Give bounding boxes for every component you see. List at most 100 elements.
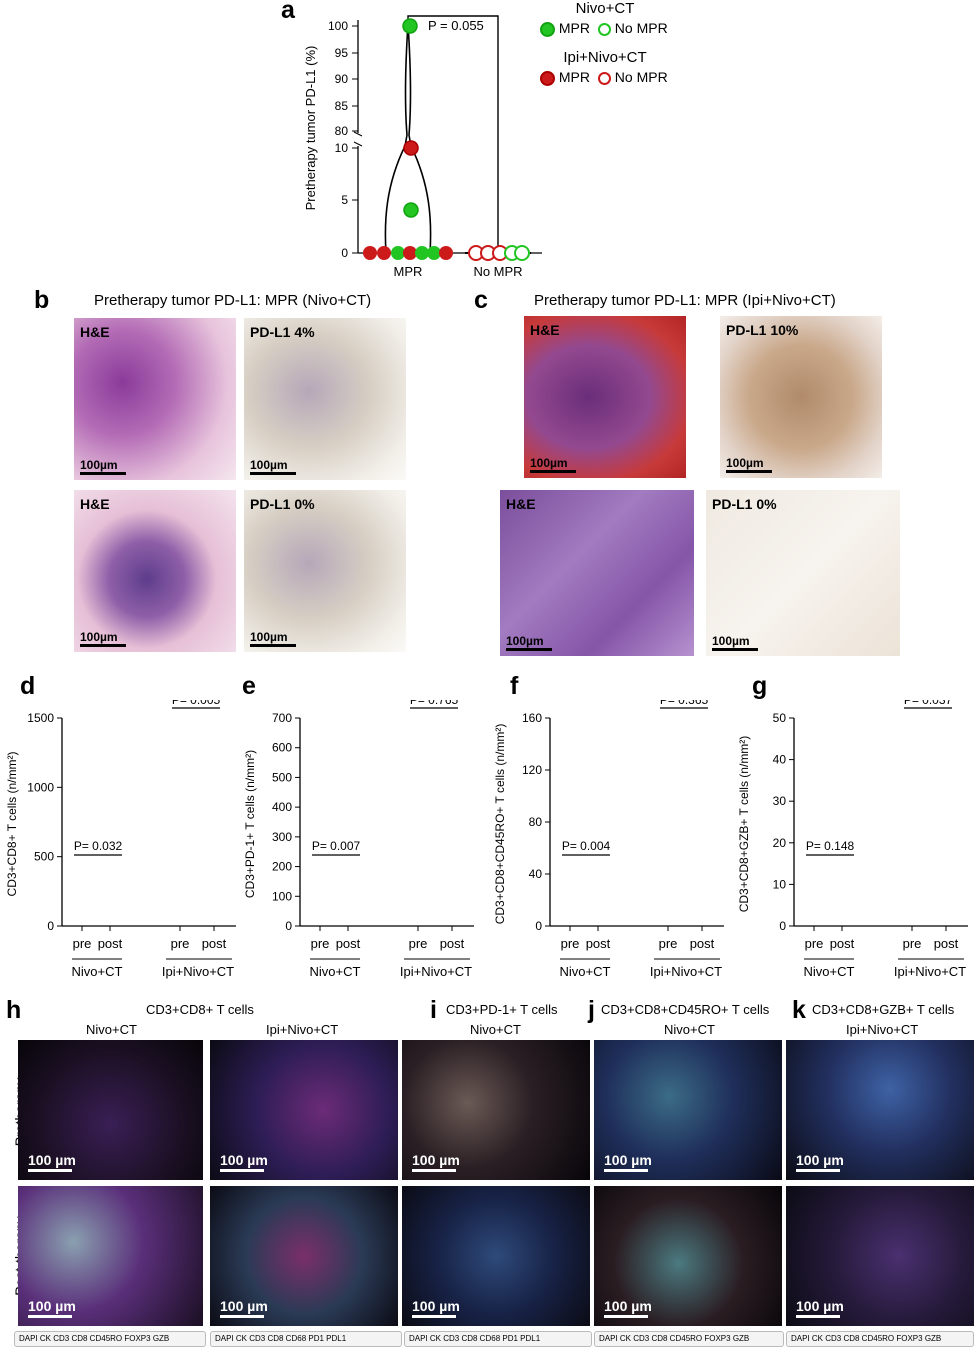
- panel-a-chart: 100 95 90 85 80 10 5 0 Pretherapy tumor …: [303, 15, 542, 279]
- x-tick-label: post: [586, 936, 611, 951]
- panel-label-e: e: [242, 672, 256, 700]
- a-ytick-85: 85: [335, 99, 349, 113]
- b-tile-label: H&E: [80, 324, 110, 340]
- fl-scale-label: 100 µm: [796, 1298, 844, 1314]
- panel-i-title: CD3+PD-1+ T cells: [446, 1002, 558, 1017]
- x-tick-label: post: [336, 936, 361, 951]
- fl-scale-label: 100 µm: [28, 1152, 76, 1168]
- x-tick-label: pre: [561, 936, 580, 951]
- fl-scale-label: 100 µm: [28, 1298, 76, 1314]
- scale-bar: [506, 648, 552, 651]
- x-tick-label: pre: [171, 936, 190, 951]
- x-tick-label: post: [830, 936, 855, 951]
- a-point: [391, 246, 405, 260]
- p-value-label: P= 0.365: [660, 700, 709, 707]
- scale-bar: [28, 1169, 72, 1172]
- scale-bar: [250, 644, 296, 647]
- panel-c-title: Pretherapy tumor PD-L1: MPR (Ipi+Nivo+CT…: [534, 292, 836, 309]
- panel-label-j: j: [588, 996, 595, 1024]
- b-he-tile-2: H&E 100µm: [74, 490, 236, 652]
- y-tick-label: 0: [535, 919, 542, 933]
- y-tick-label: 1500: [27, 711, 54, 725]
- x-tick-label: pre: [659, 936, 678, 951]
- fl-i-post: 100 µm: [402, 1186, 590, 1326]
- scale-bar: [28, 1315, 72, 1318]
- a-ytick-0: 0: [341, 246, 348, 260]
- x-tick-label: post: [202, 936, 227, 951]
- y-tick-label: 40: [529, 867, 543, 881]
- group-label: Ipi+Nivo+CT: [400, 964, 472, 979]
- y-tick-label: 700: [272, 711, 292, 725]
- panel-j-title: CD3+CD8+CD45RO+ T cells: [601, 1002, 770, 1017]
- scale-bar: [250, 472, 296, 475]
- legend-group2-nompr: No MPR: [614, 68, 668, 85]
- a-point: [377, 246, 391, 260]
- panel-k-title: CD3+CD8+GZB+ T cells: [812, 1002, 955, 1017]
- p-value-label: P= 0.037: [904, 700, 953, 707]
- panel-label-b: b: [34, 286, 50, 314]
- b-scale-label: 100µm: [80, 630, 118, 644]
- group-label: Ipi+Nivo+CT: [894, 964, 966, 979]
- fl-h2-pre: 100 µm: [210, 1040, 398, 1180]
- y-tick-label: 0: [779, 919, 786, 933]
- legend-group1-mpr: MPR: [558, 20, 591, 36]
- y-tick-label: 100: [272, 889, 292, 903]
- group-label: Nivo+CT: [560, 964, 611, 979]
- fl-scale-label: 100 µm: [604, 1298, 652, 1314]
- y-tick-label: 40: [773, 753, 787, 767]
- a-point: [363, 246, 377, 260]
- a-point: [403, 140, 419, 156]
- a-point: [514, 245, 530, 261]
- c-tile-label: PD-L1 0%: [712, 496, 777, 512]
- fl-scale-label: 100 µm: [796, 1152, 844, 1168]
- x-tick-label: pre: [311, 936, 330, 951]
- scale-bar: [80, 472, 126, 475]
- y-tick-label: 120: [522, 763, 542, 777]
- a-legend-group1: Nivo+CT: [575, 0, 635, 17]
- y-tick-label: 300: [272, 830, 292, 844]
- a-legend: Nivo+CT MPR No MPR Ipi+Nivo+CT MPR No MP…: [540, 0, 670, 86]
- group-label: Ipi+Nivo+CT: [650, 964, 722, 979]
- y-tick-label: 30: [773, 794, 787, 808]
- b-scale-label: 100µm: [250, 458, 288, 472]
- panel-label-a: a: [281, 0, 295, 24]
- fl-j-post: 100 µm: [594, 1186, 782, 1326]
- c-tile-label: PD-L1 10%: [726, 322, 799, 338]
- scale-bar: [220, 1169, 264, 1172]
- y-axis-label: CD3+CD8+GZB+ T cells (n/mm²): [737, 736, 751, 913]
- y-tick-label: 160: [522, 711, 542, 725]
- scale-bar: [530, 470, 576, 473]
- p-value-label: P= 0.007: [312, 839, 361, 853]
- legend-group2-mpr: MPR: [558, 68, 591, 85]
- scale-bar: [796, 1315, 840, 1318]
- p-value-label: P= 0.004: [562, 839, 611, 853]
- c-tile-label: H&E: [530, 322, 560, 338]
- legend-open-green-marker: [597, 22, 611, 36]
- y-tick-label: 0: [47, 919, 54, 933]
- scale-bar: [796, 1169, 840, 1172]
- a-ytick-90: 90: [335, 72, 349, 86]
- x-tick-label: pre: [409, 936, 428, 951]
- b-scale-label: 100µm: [250, 630, 288, 644]
- h-col1-label: Nivo+CT: [86, 1022, 137, 1037]
- group-label: Nivo+CT: [72, 964, 123, 979]
- panel-f-chart: 160 120 80 40 0 CD3+CD8+CD45RO+ T cells (n/mm…: [493, 700, 724, 979]
- a-pvalue: P = 0.055: [428, 18, 484, 33]
- x-tick-label: pre: [903, 936, 922, 951]
- panel-label-i: i: [430, 996, 437, 1024]
- a-point: [403, 202, 419, 218]
- legend-filled-red-marker: [540, 70, 555, 86]
- y-axis-label: CD3+PD-1+ T cells (n/mm²): [243, 750, 257, 898]
- y-axis-label: CD3+CD8+CD45RO+ T cells (n/mm²): [493, 724, 507, 925]
- a-xtick-nompr: No MPR: [473, 264, 522, 279]
- fl-scale-label: 100 µm: [220, 1152, 268, 1168]
- b-scale-label: 100µm: [80, 458, 118, 472]
- c-pdl1-tile-1: PD-L1 10% 100µm: [720, 316, 882, 478]
- scale-bar: [412, 1169, 456, 1172]
- y-tick-label: 200: [272, 860, 292, 874]
- group-label: Nivo+CT: [804, 964, 855, 979]
- c-he-tile-2: H&E 100µm: [500, 490, 694, 656]
- fl-h1-post: 100 µm: [18, 1186, 203, 1326]
- a-point: [427, 246, 441, 260]
- scale-bar: [80, 644, 126, 647]
